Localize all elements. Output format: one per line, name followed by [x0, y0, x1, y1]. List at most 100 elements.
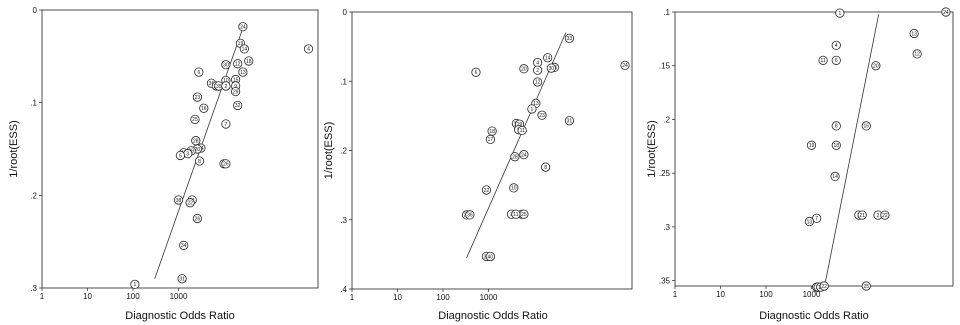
data-point-label: 17 [488, 137, 494, 143]
data-point-label: 22 [484, 188, 490, 194]
data-point: 14 [830, 171, 840, 181]
data-point: 33 [564, 33, 575, 43]
data-point: 20 [519, 64, 529, 74]
data-point-label: 22 [882, 213, 888, 219]
data-point-label: 1 [133, 282, 136, 288]
data-point: 28 [191, 136, 201, 146]
data-point: 24 [941, 7, 951, 17]
data-point: 2 [221, 81, 231, 91]
data-point-label: 5 [179, 153, 182, 159]
data-point-marker [543, 53, 553, 63]
data-point-label: 10 [511, 186, 517, 192]
data-point-marker [239, 44, 249, 54]
data-point-label: 12 [235, 62, 241, 68]
data-point: 13 [804, 216, 815, 227]
data-point-label: 16 [201, 106, 207, 112]
y-tick-label: .3 [30, 284, 37, 293]
data-point: 22 [481, 185, 492, 195]
data-point-label: 4 [307, 47, 310, 53]
data-point: 30 [221, 60, 231, 70]
data-point: 34 [179, 240, 189, 250]
data-point-marker [546, 63, 556, 73]
data-point-label: 7 [224, 122, 227, 128]
data-point: 16 [861, 121, 871, 131]
x-tick-label: 1000 [170, 292, 188, 301]
y-tick-label: .2 [663, 115, 670, 124]
data-point: 40 [485, 251, 495, 262]
data-point-marker [831, 55, 841, 65]
data-point-label: 8 [835, 124, 838, 130]
data-point-marker [221, 60, 231, 70]
y-tick-label: .1 [340, 77, 347, 86]
y-tick-label: 0 [343, 8, 348, 17]
data-point-label: 6 [835, 58, 838, 64]
data-point: 32 [233, 100, 243, 111]
data-point-marker [485, 134, 495, 145]
data-point: 4 [533, 57, 543, 68]
data-point: 24 [620, 60, 630, 70]
data-point-label: 25 [864, 284, 870, 290]
x-tick-label: 1000 [480, 293, 498, 302]
data-point: 23 [192, 92, 202, 102]
y-tick-label: .15 [659, 62, 671, 71]
x-tick-label: 100 [759, 290, 773, 299]
data-point-label: 31 [567, 119, 573, 125]
data-point-label: 2 [877, 213, 880, 219]
y-tick-label: .1 [30, 99, 37, 108]
data-point: 12 [533, 77, 543, 87]
data-point-marker [510, 152, 520, 162]
data-point-label: 36 [209, 81, 215, 87]
data-point-label: 23 [195, 95, 201, 101]
data-point-marker [130, 279, 140, 289]
data-point-label: 23 [539, 113, 545, 119]
data-point-marker [177, 274, 187, 284]
data-point: 24 [519, 150, 529, 160]
data-point: 8 [541, 162, 551, 172]
data-point: 2 [533, 65, 543, 75]
data-point: 18 [831, 140, 841, 150]
data-point-label: 32 [235, 103, 241, 109]
data-point-marker [527, 104, 537, 114]
data-point-marker [511, 209, 521, 219]
data-point: 26 [192, 213, 202, 224]
data-point-label: 25 [192, 117, 198, 123]
data-point: 20 [871, 61, 881, 71]
data-point-marker [804, 216, 815, 227]
data-point: 4 [303, 44, 314, 54]
data-point-marker [233, 100, 243, 111]
data-point-marker [519, 150, 529, 160]
data-point-marker [880, 210, 890, 220]
data-point-label: 11 [821, 58, 826, 64]
data-point-marker [233, 59, 243, 69]
chart-1: 1 10 100 1000 0 .1 .2 .3 Diagnostic Odds Ratio 1/… [8, 6, 319, 322]
x-axis-title: Diagnostic Odds Ratio [125, 310, 234, 322]
data-point-label: 36 [467, 213, 473, 219]
data-point: 11 [818, 55, 828, 65]
data-point: 11 [511, 209, 521, 219]
y-tick-label: 0 [33, 6, 38, 15]
data-point-label: 21 [859, 213, 865, 219]
data-point-label: 6 [475, 70, 478, 76]
data-point: 25 [861, 281, 871, 291]
data-point-marker [861, 281, 871, 291]
x-axis-title: Diagnostic Odds Ratio [759, 310, 868, 322]
data-point-label: 12 [914, 52, 920, 58]
data-point-marker [533, 77, 543, 87]
data-point-label: 38 [176, 198, 182, 204]
data-point: 18 [487, 126, 497, 136]
data-point: 5 [175, 150, 185, 161]
data-point: 14 [239, 44, 249, 54]
data-point-marker [192, 213, 202, 224]
data-point-marker [471, 67, 481, 77]
x-axis-title: Diagnostic Odds Ratio [438, 310, 547, 322]
y-tick-label: .25 [659, 169, 671, 178]
data-point-label: 22 [187, 201, 193, 207]
data-point-marker [941, 7, 951, 17]
data-point-marker [831, 40, 841, 50]
data-point-marker [485, 251, 495, 262]
data-point-label: 14 [545, 56, 551, 62]
data-point-label: 12 [535, 80, 541, 86]
data-point-label: 11 [513, 212, 518, 218]
data-point-label: 13 [240, 70, 246, 76]
data-point: 24 [238, 22, 248, 32]
